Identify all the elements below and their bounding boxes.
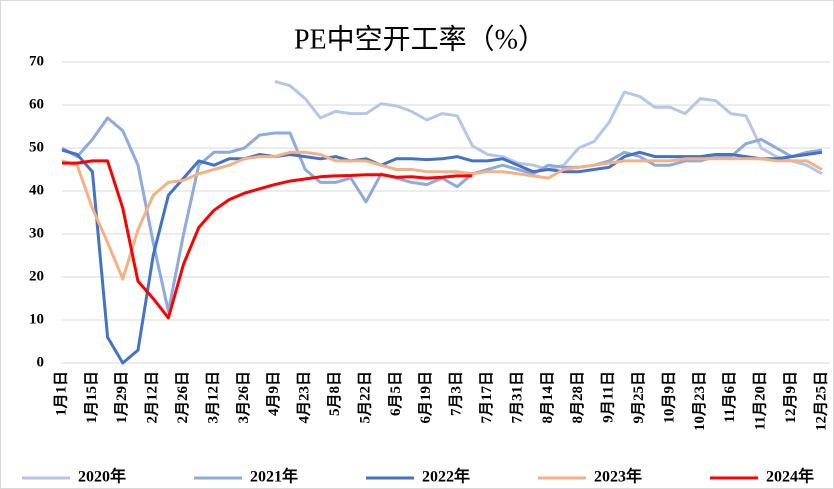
y-tick-label: 40 [29,182,44,198]
x-tick-label: 7月17日 [478,371,495,424]
legend-label: 2023年 [594,467,642,486]
y-tick-label: 0 [37,354,45,370]
x-tick-label: 1月1日 [52,371,69,416]
x-tick-label: 7月3日 [448,371,465,416]
x-tick-label: 12月9日 [782,371,799,424]
y-tick-label: 70 [29,53,44,69]
series-line [61,148,823,365]
x-tick-label: 9月25日 [630,371,647,424]
legend-label: 2024年 [766,467,814,486]
x-tick-label: 7月31日 [508,371,525,424]
legend-label: 2020年 [78,467,126,486]
legend-label: 2022年 [422,467,470,486]
y-tick-label: 10 [29,311,44,327]
x-tick-label: 8月14日 [539,371,556,424]
x-tick-label: 10月9日 [660,371,677,424]
legend-label: 2021年 [250,467,298,486]
series-line [62,159,473,320]
x-tick-label: 4月9日 [265,371,282,416]
x-tick-label: 12月25日 [812,371,829,431]
x-tick-label: 2月26日 [174,371,191,424]
x-tick-label: 5月8日 [326,371,343,416]
y-tick-label: 50 [29,139,44,155]
x-tick-label: 11月20日 [752,371,769,430]
x-tick-label: 6月5日 [387,371,404,416]
chart-title: PE中空开工率（%） [294,23,546,55]
x-tick-label: 4月23日 [296,371,313,424]
x-tick-label: 3月12日 [204,371,221,424]
x-tick-label: 6月19日 [417,371,434,424]
x-tick-label: 8月28日 [569,371,586,424]
y-tick-label: 30 [29,225,44,241]
y-tick-label: 20 [29,268,44,284]
x-tick-label: 3月26日 [235,371,252,424]
series-line [61,150,823,281]
x-tick-label: 11月6日 [721,371,738,423]
x-tick-label: 1月15日 [83,371,100,424]
x-tick-label: 1月29日 [113,371,130,424]
y-tick-label: 60 [29,96,44,112]
x-tick-label: 5月22日 [356,371,373,424]
x-tick-label: 10月23日 [691,371,708,431]
x-tick-label: 9月11日 [600,371,617,423]
x-tick-label: 2月12日 [144,371,161,424]
